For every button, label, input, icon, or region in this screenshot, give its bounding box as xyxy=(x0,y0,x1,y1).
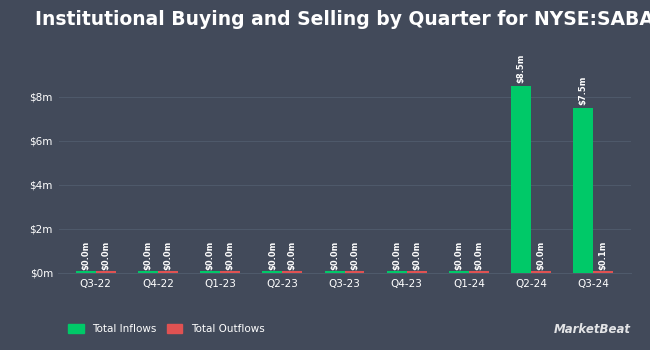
Text: $0.0m: $0.0m xyxy=(536,241,545,270)
Text: MarketBeat: MarketBeat xyxy=(554,323,630,336)
Bar xyxy=(469,271,489,273)
Bar xyxy=(263,271,282,273)
Bar xyxy=(531,271,551,273)
Bar xyxy=(387,271,407,273)
Text: $0.0m: $0.0m xyxy=(288,241,297,270)
Bar xyxy=(324,271,345,273)
Bar xyxy=(407,271,426,273)
Bar xyxy=(76,271,96,273)
Bar xyxy=(344,271,365,273)
Text: $0.0m: $0.0m xyxy=(350,241,359,270)
Text: $0.0m: $0.0m xyxy=(330,241,339,270)
Text: $0.0m: $0.0m xyxy=(474,241,484,270)
Text: $0.0m: $0.0m xyxy=(226,241,235,270)
Text: $0.0m: $0.0m xyxy=(412,241,421,270)
Bar xyxy=(158,271,178,273)
Text: $0.0m: $0.0m xyxy=(205,241,214,270)
Legend: Total Inflows, Total Outflows: Total Inflows, Total Outflows xyxy=(64,320,268,338)
Title: Institutional Buying and Selling by Quarter for NYSE:SABA: Institutional Buying and Selling by Quar… xyxy=(35,10,650,29)
Bar xyxy=(511,86,531,273)
Text: $0.0m: $0.0m xyxy=(81,241,90,270)
Bar xyxy=(449,271,469,273)
Text: $7.5m: $7.5m xyxy=(578,76,588,105)
Text: $0.0m: $0.0m xyxy=(144,241,153,270)
Bar xyxy=(138,271,158,273)
Bar xyxy=(96,271,116,273)
Text: $0.0m: $0.0m xyxy=(454,241,463,270)
Bar xyxy=(593,271,613,273)
Bar xyxy=(220,271,240,273)
Text: $0.0m: $0.0m xyxy=(392,241,401,270)
Bar xyxy=(200,271,220,273)
Text: $0.1m: $0.1m xyxy=(599,241,608,270)
Text: $0.0m: $0.0m xyxy=(101,241,111,270)
Bar xyxy=(282,271,302,273)
Text: $0.0m: $0.0m xyxy=(268,241,277,270)
Text: $0.0m: $0.0m xyxy=(163,241,172,270)
Bar xyxy=(573,108,593,273)
Text: $8.5m: $8.5m xyxy=(517,54,526,83)
